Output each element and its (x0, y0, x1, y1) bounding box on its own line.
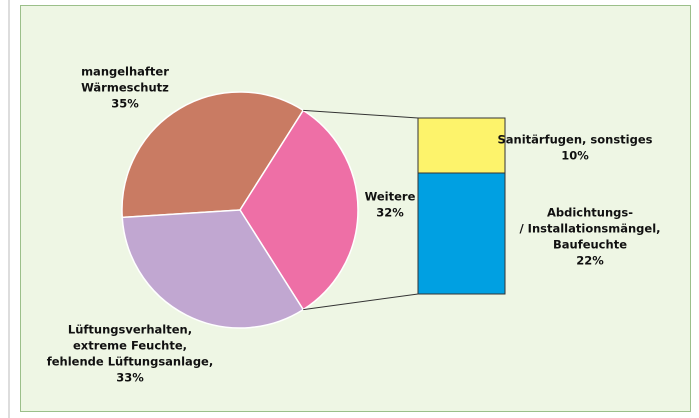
label: extreme Feuchte, (73, 339, 187, 353)
bar-segment (417, 172, 506, 295)
label: Sanitärfugen, sonstiges (498, 133, 653, 147)
label: fehlende Lüftungsanlage, (47, 355, 213, 369)
bar-segment (417, 117, 506, 174)
label: Weitere (365, 190, 416, 204)
label: Baufeuchte (553, 238, 627, 252)
pie-slice (239, 109, 359, 311)
pie-slice (121, 91, 305, 219)
value-label: 32% (376, 206, 404, 220)
label: / Installationsmängel, (519, 222, 660, 236)
label: Wärmeschutz (81, 81, 169, 95)
connector (303, 293, 419, 311)
label: mangelhafter (81, 65, 169, 79)
label: Abdichtungs- (547, 206, 633, 220)
connector (303, 109, 419, 119)
value-label: 10% (561, 149, 589, 163)
value-label: 22% (576, 254, 604, 268)
label: Lüftungsverhalten, (68, 323, 192, 337)
value-label: 33% (116, 371, 144, 385)
value-label: 35% (111, 97, 139, 111)
pie-slice (121, 209, 305, 329)
